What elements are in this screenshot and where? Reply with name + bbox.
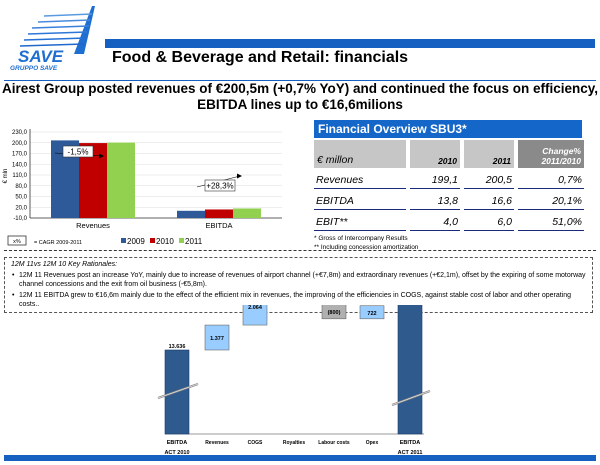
logo-subtitle: GRUPPO SAVE bbox=[10, 65, 58, 72]
value-change: 20,1% bbox=[518, 195, 584, 210]
cagr-box bbox=[62, 145, 94, 158]
table-notes: * Gross of Intercompany Results ** Inclu… bbox=[314, 234, 582, 252]
value-2010: 4,0 bbox=[410, 216, 460, 231]
value-2010: 13,8 bbox=[410, 195, 460, 210]
cagr-box bbox=[204, 179, 236, 192]
waterfall-category-label: COGS bbox=[248, 440, 263, 446]
cagr-note-box bbox=[7, 235, 27, 246]
value-change: 0,7% bbox=[518, 174, 584, 189]
rationale-bullet: 12M 11 Revenues post an increase YoY, ma… bbox=[12, 271, 586, 289]
value-2011: 200,5 bbox=[464, 174, 514, 189]
header-change: Change% 2011/2010 bbox=[518, 140, 584, 168]
table-row: EBITDA 13,8 16,6 20,1% bbox=[314, 195, 584, 210]
axis-break-mark-inner bbox=[157, 383, 199, 399]
waterfall-value-label: 722 bbox=[367, 311, 376, 317]
waterfall-category-label: EBITDA bbox=[400, 440, 421, 446]
y-tick-label: 110,0 bbox=[12, 173, 27, 179]
y-tick-label: 140,0 bbox=[12, 162, 28, 168]
revenues-ebitda-bar-chart: € mln 230,0 200,0 170,0 140,0 110,0 80,0 50,0 20… bbox=[0, 124, 290, 232]
table-title: Financial Overview SBU3* bbox=[314, 120, 582, 138]
row-label: EBITDA bbox=[314, 195, 406, 210]
y-tick-label: 230,0 bbox=[12, 130, 28, 136]
section-divider bbox=[4, 250, 596, 251]
legend-swatch-2010 bbox=[150, 238, 155, 243]
waterfall-category-label: EBITDA bbox=[167, 440, 188, 446]
y-tick-label: 50,0 bbox=[15, 195, 27, 201]
headline: Airest Group posted revenues of €200,5m … bbox=[0, 81, 600, 113]
chart-legend: x% = CAGR 2009-2011 2009 2010 2011 bbox=[6, 234, 296, 248]
headline-line-1: Airest Group posted revenues of €200,5m … bbox=[1, 81, 599, 96]
header-2010: 2010 bbox=[410, 140, 460, 168]
header-change-line2: 2011/2010 bbox=[541, 156, 581, 166]
table-note-2: ** Including concession amortization bbox=[314, 244, 419, 251]
y-tick-label: 200,0 bbox=[12, 141, 28, 147]
financial-overview-table: Financial Overview SBU3* € millon 2010 2… bbox=[314, 120, 584, 252]
waterfall-category-label: Opex bbox=[366, 440, 379, 446]
headline-line-2: EBITDA lines up to €16,6milions bbox=[197, 97, 403, 112]
bar-2009-ebitda bbox=[177, 210, 205, 218]
cagr-note-label: = CAGR 2009-2011 bbox=[34, 240, 82, 246]
legend-2009: 2009 bbox=[127, 237, 145, 246]
waterfall-category-label: ACT 2011 bbox=[398, 450, 423, 455]
waterfall-value-label: 13.636 bbox=[169, 344, 186, 350]
waterfall-category-label: ACT 2010 bbox=[164, 450, 189, 455]
x-category-label: Revenues bbox=[76, 221, 110, 230]
header-divider bbox=[4, 80, 596, 81]
page-title: Food & Beverage and Retail: financials bbox=[112, 49, 409, 66]
ebitda-waterfall-chart: 13.636 EBITDA ACT 2010 1.377 Revenues 2.064 CO… bbox=[150, 287, 450, 456]
cagr-label: +28,3% bbox=[206, 182, 233, 191]
rationale-heading: 12M 11vs 12M 10 Key Rationales: bbox=[11, 261, 118, 268]
waterfall-category-label: Labour costs bbox=[318, 440, 350, 446]
key-rationales-box: 12M 11vs 12M 10 Key Rationales: 12M 11 R… bbox=[4, 257, 593, 313]
arrow-head-icon bbox=[99, 153, 104, 159]
y-axis-label: € mln bbox=[3, 169, 9, 184]
value-2011: 16,6 bbox=[464, 195, 514, 210]
waterfall-category-label: Royalties bbox=[283, 440, 305, 446]
table-row: Revenues 199,1 200,5 0,7% bbox=[314, 174, 584, 189]
rationale-bullet: 12M 11 EBITDA grew to €16,6m mainly due … bbox=[12, 291, 586, 309]
waterfall-bar bbox=[359, 305, 385, 320]
cagr-note-box-label: x% bbox=[13, 239, 21, 245]
bar-2011-ebitda bbox=[233, 208, 261, 218]
axis-break-mark-inner bbox=[391, 390, 431, 406]
legend-2010: 2010 bbox=[156, 237, 174, 246]
row-label: Revenues bbox=[314, 174, 406, 189]
y-tick-label: -10,0 bbox=[13, 216, 27, 222]
x-category-label: EBITDA bbox=[205, 221, 232, 230]
header-change-line1: Change% bbox=[542, 146, 581, 156]
waterfall-value-label: 1.377 bbox=[210, 336, 224, 342]
legend-swatch-2009 bbox=[121, 238, 126, 243]
y-tick-label: 80,0 bbox=[15, 184, 27, 190]
value-2011: 6,0 bbox=[464, 216, 514, 231]
waterfall-bar bbox=[397, 295, 423, 435]
waterfall-value-label: (800) bbox=[328, 310, 341, 316]
logo-brand: SAVE bbox=[18, 47, 64, 66]
value-2010: 199,1 bbox=[410, 174, 460, 189]
table-row: EBIT** 4,0 6,0 51,0% bbox=[314, 216, 584, 231]
waterfall-bar bbox=[321, 304, 347, 320]
legend-swatch-2011 bbox=[179, 238, 184, 243]
cagr-label: -1,5% bbox=[68, 148, 89, 157]
waterfall-category-label: Revenues bbox=[205, 440, 229, 446]
row-label: EBIT** bbox=[314, 216, 406, 231]
value-change: 51,0% bbox=[518, 216, 584, 231]
bar-2011-revenues bbox=[107, 142, 135, 218]
y-tick-label: 20,0 bbox=[15, 205, 27, 211]
table-note-1: * Gross of Intercompany Results bbox=[314, 235, 408, 242]
waterfall-value-label: 2.064 bbox=[248, 305, 263, 311]
gruppo-save-logo: SAVE GRUPPO SAVE bbox=[4, 4, 96, 72]
bar-2010-ebitda bbox=[205, 209, 233, 218]
footer-bar bbox=[4, 455, 596, 461]
y-tick-label: 170,0 bbox=[12, 152, 28, 158]
header-2011: 2011 bbox=[464, 140, 514, 168]
waterfall-bar bbox=[204, 324, 230, 351]
table-header-row: € millon 2010 2011 Change% 2011/2010 bbox=[314, 140, 584, 168]
legend-2011: 2011 bbox=[185, 237, 203, 246]
arrow-head-icon bbox=[237, 173, 242, 179]
logo-stripes bbox=[19, 6, 95, 54]
header-unit: € millon bbox=[314, 140, 406, 168]
header-bar bbox=[105, 39, 595, 48]
